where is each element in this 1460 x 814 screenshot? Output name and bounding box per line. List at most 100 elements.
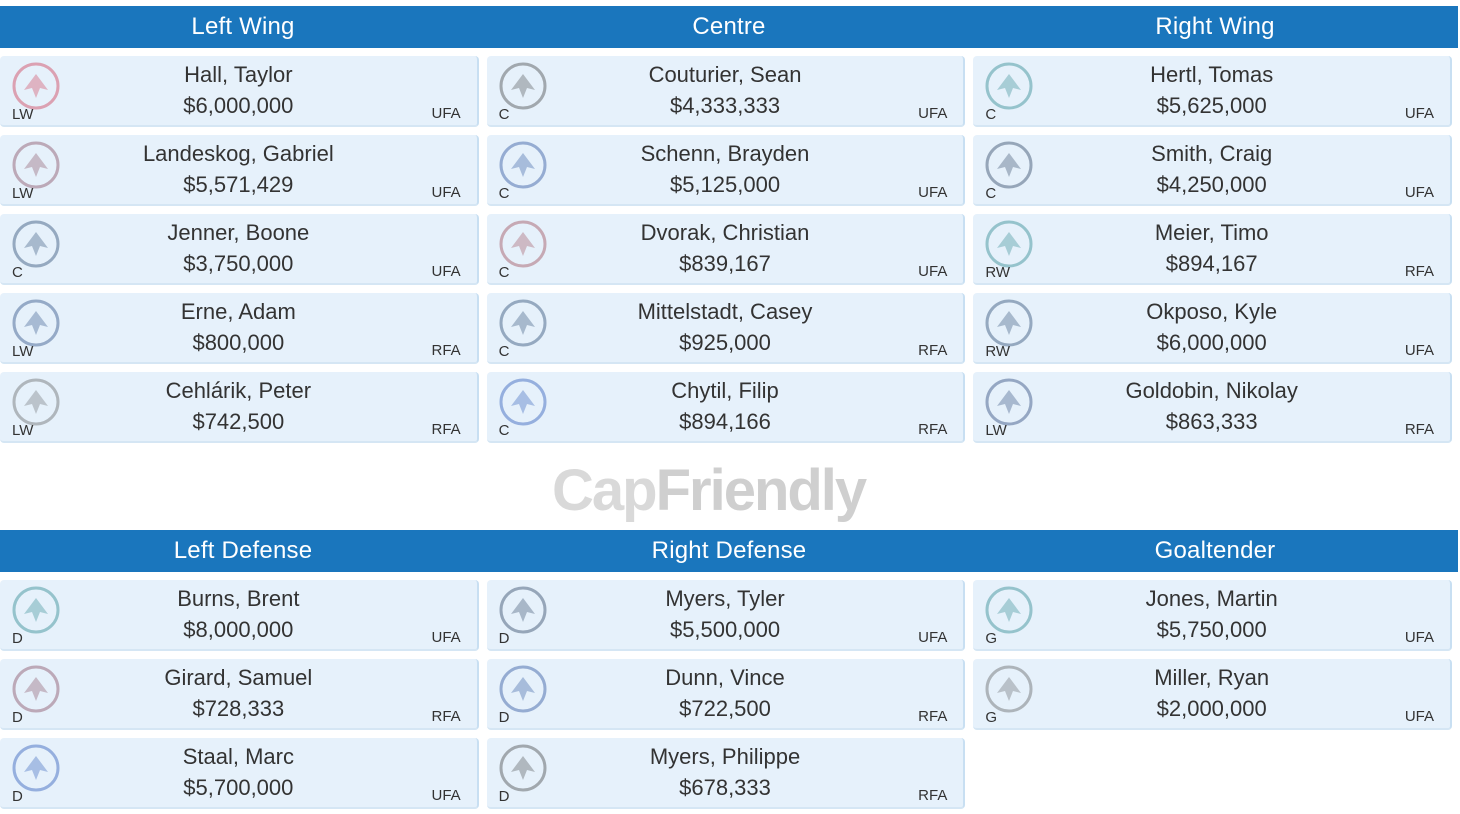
position-column: Jones, Martin $5,750,000 G UFA Miller, Ryan $…: [973, 580, 1453, 809]
player-name[interactable]: Hertl, Tomas: [1150, 62, 1274, 87]
player-card[interactable]: Erne, Adam $800,000 LW RFA: [0, 293, 479, 364]
player-card[interactable]: Meier, Timo $894,167 RW RFA: [973, 214, 1453, 285]
header-centre[interactable]: Centre: [692, 13, 766, 40]
cap-hit: $2,000,000: [1156, 696, 1267, 721]
contract-status: UFA: [918, 629, 948, 646]
contract-status: UFA: [918, 184, 948, 201]
contract-status: RFA: [1404, 263, 1435, 280]
player-card[interactable]: Smith, Craig $4,250,000 C UFA: [973, 135, 1453, 206]
header-right-wing[interactable]: Right Wing: [1155, 13, 1275, 40]
cap-hit: $3,750,000: [183, 251, 294, 276]
cap-hit: $678,333: [679, 775, 771, 800]
contract-status: UFA: [1404, 708, 1435, 725]
cap-hit: $8,000,000: [183, 617, 294, 642]
player-card[interactable]: Okposo, Kyle $6,000,000 RW UFA: [973, 293, 1453, 364]
header-goaltender[interactable]: Goaltender: [1154, 537, 1276, 564]
player-card[interactable]: Staal, Marc $5,700,000 D UFA: [0, 738, 479, 809]
player-card[interactable]: Myers, Tyler $5,500,000 D UFA: [486, 580, 966, 651]
player-card[interactable]: Burns, Brent $8,000,000 D UFA: [0, 580, 479, 651]
player-card[interactable]: Schenn, Brayden $5,125,000 C UFA: [486, 135, 966, 206]
rangers-team-icon: [10, 742, 62, 794]
forwards-columns: Hall, Taylor $6,000,000 LW UFA Landeskog, Ga…: [0, 56, 1458, 443]
avalanche-team-icon: [10, 663, 62, 715]
bruins-team-icon: [10, 376, 62, 428]
header-right-defense[interactable]: Right Defense: [651, 537, 807, 564]
sharks-team-icon: [983, 218, 1035, 270]
player-name[interactable]: Hall, Taylor: [184, 62, 293, 87]
player-position: D: [498, 788, 510, 805]
player-card[interactable]: Dunn, Vince $722,500 D RFA: [486, 659, 966, 730]
player-name[interactable]: Okposo, Kyle: [1146, 299, 1278, 324]
contract-status: UFA: [918, 105, 948, 122]
player-position: LW: [12, 106, 34, 123]
player-card[interactable]: Jones, Martin $5,750,000 G UFA: [973, 580, 1453, 651]
player-name[interactable]: Goldobin, Nikolay: [1125, 378, 1298, 403]
player-card[interactable]: Landeskog, Gabriel $5,571,429 LW UFA: [0, 135, 479, 206]
player-card[interactable]: Goldobin, Nikolay $863,333 LW RFA: [973, 372, 1453, 443]
player-card[interactable]: Myers, Philippe $678,333 D RFA: [486, 738, 966, 809]
player-name[interactable]: Staal, Marc: [182, 744, 294, 769]
contract-status: UFA: [431, 105, 461, 122]
contract-status: UFA: [1404, 105, 1435, 122]
player-name[interactable]: Cehlárik, Peter: [165, 378, 312, 403]
player-name[interactable]: Erne, Adam: [180, 299, 296, 324]
player-card[interactable]: Cehlárik, Peter $742,500 LW RFA: [0, 372, 479, 443]
player-position: C: [498, 185, 510, 202]
contract-status: UFA: [431, 787, 461, 804]
cap-hit: $4,250,000: [1156, 172, 1267, 197]
contract-status: UFA: [431, 184, 461, 201]
player-card[interactable]: Jenner, Boone $3,750,000 C UFA: [0, 214, 479, 285]
position-column: Hertl, Tomas $5,625,000 C UFA Smith, Craig $4…: [973, 56, 1453, 443]
player-card[interactable]: Chytil, Filip $894,166 C RFA: [486, 372, 966, 443]
player-name[interactable]: Girard, Samuel: [164, 665, 313, 690]
player-position: D: [12, 709, 23, 726]
player-name[interactable]: Jenner, Boone: [167, 220, 310, 245]
player-name[interactable]: Myers, Philippe: [649, 744, 801, 769]
player-card[interactable]: Miller, Ryan $2,000,000 G UFA: [973, 659, 1453, 730]
watermark-friendly: Friendly: [655, 458, 868, 523]
player-name[interactable]: Landeskog, Gabriel: [142, 141, 334, 166]
player-position: C: [498, 422, 510, 439]
contract-status: RFA: [1404, 421, 1435, 438]
player-name[interactable]: Meier, Timo: [1154, 220, 1269, 245]
sabres-team-icon: [983, 297, 1035, 349]
player-name[interactable]: Schenn, Brayden: [640, 141, 810, 166]
player-name[interactable]: Mittelstadt, Casey: [637, 299, 813, 324]
player-position: C: [985, 106, 997, 123]
cap-hit: $5,500,000: [669, 617, 781, 642]
contract-status: RFA: [918, 708, 948, 725]
player-name[interactable]: Dunn, Vince: [665, 665, 785, 690]
player-name[interactable]: Myers, Tyler: [665, 586, 785, 611]
player-card[interactable]: Dvorak, Christian $839,167 C UFA: [486, 214, 966, 285]
player-card[interactable]: Mittelstadt, Casey $925,000 C RFA: [486, 293, 966, 364]
contract-status: RFA: [431, 342, 461, 359]
contract-status: RFA: [918, 421, 948, 438]
player-card[interactable]: Couturier, Sean $4,333,333 C UFA: [486, 56, 966, 127]
player-name[interactable]: Couturier, Sean: [648, 62, 802, 87]
rangers-team-icon: [497, 376, 549, 428]
player-name[interactable]: Dvorak, Christian: [640, 220, 810, 245]
cap-hit: $5,571,429: [183, 172, 294, 197]
forwards-header-row: Left Wing Centre Right Wing: [0, 6, 1458, 48]
cap-hit: $863,333: [1165, 409, 1258, 434]
flyers-team-icon: [497, 742, 549, 794]
player-name[interactable]: Chytil, Filip: [671, 378, 779, 403]
capfriendly-watermark: CapFriendly: [552, 458, 912, 526]
contract-status: UFA: [1404, 342, 1435, 359]
contract-status: UFA: [918, 263, 948, 280]
contract-status: RFA: [918, 787, 948, 804]
player-card[interactable]: Hertl, Tomas $5,625,000 C UFA: [973, 56, 1453, 127]
player-card[interactable]: Hall, Taylor $6,000,000 LW UFA: [0, 56, 479, 127]
cap-hit: $4,333,333: [669, 93, 781, 118]
header-left-defense[interactable]: Left Defense: [173, 537, 313, 564]
player-name[interactable]: Smith, Craig: [1151, 141, 1273, 166]
cap-hit: $728,333: [192, 696, 285, 721]
avalanche-team-icon: [10, 139, 62, 191]
player-name[interactable]: Miller, Ryan: [1154, 665, 1270, 690]
player-name[interactable]: Jones, Martin: [1145, 586, 1278, 611]
player-position: LW: [12, 422, 34, 439]
header-left-wing[interactable]: Left Wing: [191, 13, 295, 40]
defense-goalie-section: Left Defense Right Defense Goaltender Bu…: [0, 530, 1458, 809]
player-card[interactable]: Girard, Samuel $728,333 D RFA: [0, 659, 479, 730]
player-name[interactable]: Burns, Brent: [177, 586, 300, 611]
